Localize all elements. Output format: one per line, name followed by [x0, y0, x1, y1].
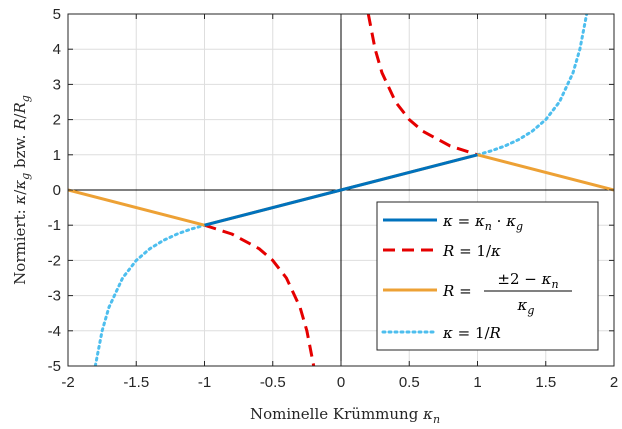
x-axis-label: Nominelle Krümmung κn [250, 405, 440, 426]
x-tick-labels: -2 -1.5 -1 -0.5 0 0.5 1 1.5 2 [61, 374, 618, 391]
legend-entry-curvature: κ = 1/R [442, 324, 501, 342]
x-tick-label: -2 [61, 374, 74, 391]
legend-kappa-sub-g: g [516, 220, 523, 233]
x-tick-label: -1 [198, 374, 211, 391]
x-axis-label-symbol: κ [422, 405, 433, 423]
legend-radius-kappa: κ [490, 242, 501, 260]
series-lines [68, 14, 614, 366]
legend-linear-denominator: κg [517, 296, 535, 317]
x-tick-label: 2 [610, 374, 618, 391]
legend-radius-r: R [442, 242, 454, 260]
legend-linear-den-kappa: κ [517, 296, 528, 314]
x-tick-label: 0.5 [399, 374, 420, 391]
y-axis-label-sub-g-2: g [19, 95, 32, 102]
series-curvature-line [93, 223, 206, 366]
y-tick-label: 0 [53, 182, 61, 199]
legend-curvature-r: R [489, 324, 501, 342]
y-tick-label: 3 [53, 76, 61, 93]
legend-kappa-kg: κ [505, 212, 516, 230]
legend-linear-numerator: ±2 − κn [497, 270, 558, 291]
legend-kappa-sub-n: n [485, 220, 492, 233]
x-tick-label: 1 [473, 374, 481, 391]
legend-linear-num-text: ±2 − [497, 270, 541, 288]
legend-entry-radius-linear-r: R = [442, 282, 472, 300]
y-axis-label: Normiert: κ/κg bzw. R/Rg [11, 95, 32, 285]
legend-linear-den-sub: g [527, 304, 534, 317]
y-axis-label-mid: bzw. [11, 130, 29, 173]
series-kappa-line [204, 153, 478, 227]
x-tick-label: 0 [337, 374, 345, 391]
legend-kappa-kn: κ [474, 212, 485, 230]
legend-curvature-kappa: κ [442, 324, 453, 342]
legend-linear-num-kappa: κ [541, 270, 552, 288]
legend-entry-radius: R = 1/κ [442, 242, 501, 260]
y-axis-label-slash: / [11, 189, 29, 195]
legend-linear-r: R [442, 282, 454, 300]
x-axis-label-text: Nominelle Krümmung [250, 405, 423, 423]
y-axis-label-kappa-g: κ [11, 180, 29, 191]
y-tick-label: 4 [53, 41, 61, 58]
y-axis-label-slash-2: / [11, 113, 29, 119]
x-tick-label: 1.5 [535, 374, 556, 391]
legend-linear-eq: = [454, 282, 471, 300]
y-axis-label-r: R [11, 119, 29, 131]
legend-kappa-symbol: κ [442, 212, 453, 230]
y-axis-label-sub-g: g [19, 173, 32, 180]
series-curvature-line [476, 14, 589, 157]
y-tick-labels: -5 -4 -3 -2 -1 0 1 2 3 4 5 [48, 6, 61, 375]
legend: κ = κn · κg R = 1/κ R = ±2 − κn κg κ = 1… [376, 201, 599, 351]
tick-marks [67, 13, 615, 367]
y-tick-label: -2 [48, 252, 61, 269]
y-axis-label-kappa: κ [11, 195, 29, 206]
x-axis-label-subscript: n [433, 413, 440, 426]
legend-box [376, 201, 599, 351]
x-tick-label: -0.5 [260, 374, 286, 391]
x-tick-label: -1.5 [123, 374, 149, 391]
legend-linear-num-sub: n [551, 278, 558, 291]
y-tick-label: -1 [48, 217, 61, 234]
legend-curvature-eq: = 1/ [453, 324, 491, 342]
y-tick-label: -5 [48, 358, 61, 375]
y-tick-label: 1 [53, 147, 61, 164]
legend-entry-kappa: κ = κn · κg [442, 212, 523, 233]
legend-kappa-dot: · [492, 212, 506, 230]
y-axis-label-r-g: R [11, 102, 29, 114]
y-tick-label: -3 [48, 288, 61, 305]
y-axis-label-prefix: Normiert: [11, 205, 29, 285]
y-tick-label: 2 [53, 112, 61, 129]
y-tick-label: 5 [53, 6, 61, 23]
series-radius-line [204, 223, 316, 366]
series-radius-line [366, 14, 478, 157]
y-tick-label: -4 [48, 323, 61, 340]
legend-radius-eq: = 1/ [454, 242, 492, 260]
legend-kappa-eq: = [453, 212, 475, 230]
